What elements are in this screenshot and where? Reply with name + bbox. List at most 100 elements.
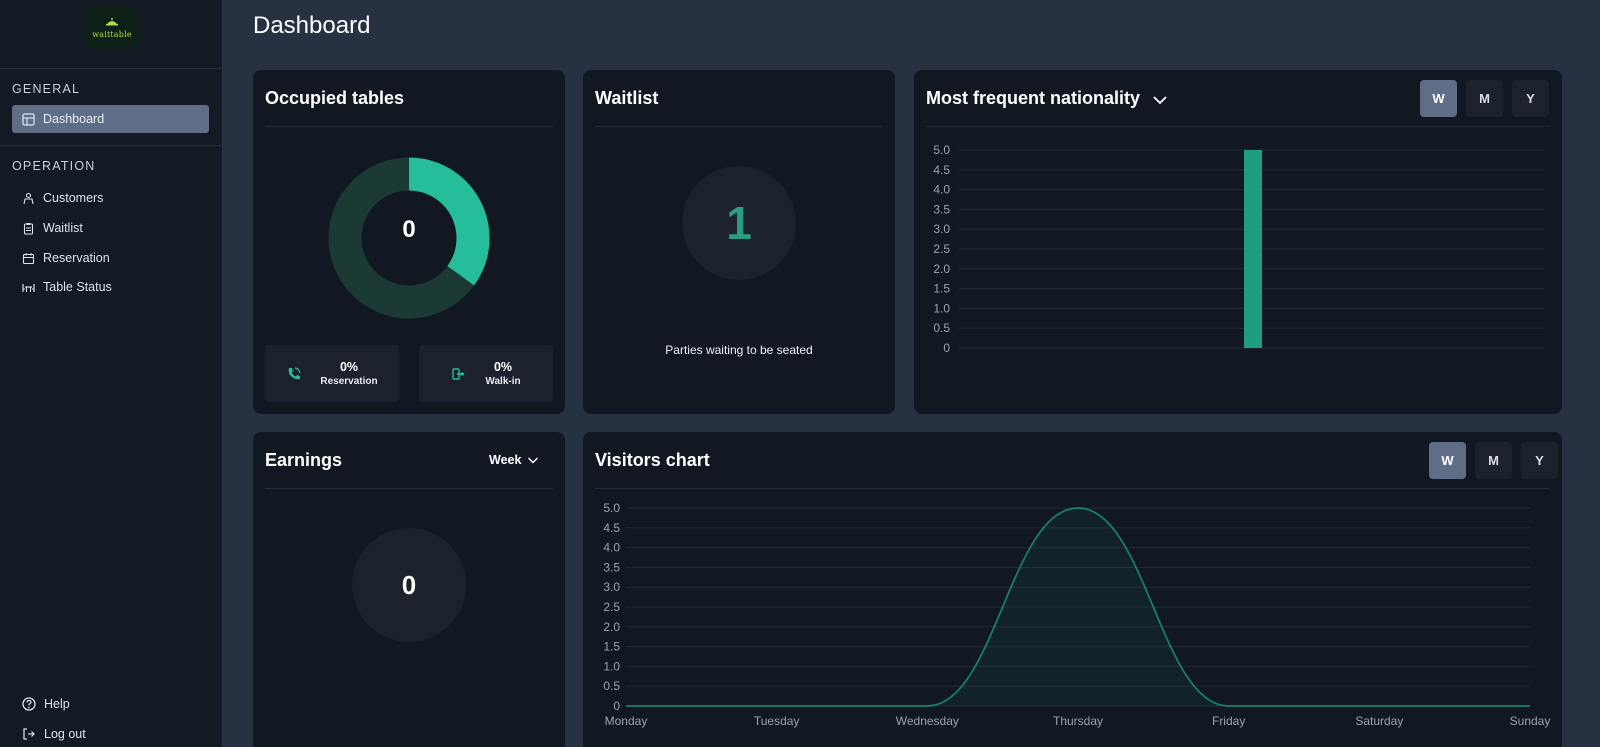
occupied-count: 0: [402, 216, 416, 243]
card-divider: [265, 488, 553, 489]
phone-icon: [289, 366, 301, 379]
logo-text: waittable: [92, 30, 132, 39]
y-tick-label: 4.5: [603, 521, 620, 535]
earnings-value: 0: [352, 528, 466, 642]
toggle-month[interactable]: M: [1466, 80, 1503, 117]
y-tick-label: 4.0: [933, 183, 950, 197]
walk-in-icon: [452, 367, 465, 380]
card-divider: [595, 126, 883, 127]
card-divider: [926, 126, 1550, 127]
period-select[interactable]: Week: [489, 453, 539, 467]
reservation-label: Reservation: [320, 376, 378, 387]
app-logo[interactable]: waittable: [86, 6, 138, 50]
nationality-card: Most frequent nationality W M Y 0 0.5 1.0 1…: [914, 70, 1562, 414]
sidebar-item-label: Table Status: [43, 280, 112, 294]
sidebar-item-dashboard[interactable]: Dashboard: [12, 105, 209, 133]
card-title: Visitors chart: [595, 450, 710, 470]
y-tick-label: 0.5: [933, 321, 950, 335]
chevron-down-icon[interactable]: [1152, 94, 1168, 106]
toggle-week[interactable]: W: [1420, 80, 1457, 117]
nationality-bar-chart: 0 0.5 1.0 1.5 2.0 2.5 3.0 3.5 4.0 4.5 5.0: [933, 143, 1544, 355]
card-title: Earnings: [265, 450, 343, 470]
customers-icon: [22, 192, 35, 205]
x-tick-label: Sunday: [1510, 714, 1551, 728]
help-link[interactable]: Help: [22, 697, 70, 711]
general-heading: GENERAL: [12, 82, 81, 96]
sidebar-item-label: Waitlist: [43, 221, 83, 235]
help-icon: [22, 697, 36, 711]
donut-segment: [328, 157, 490, 319]
occupied-donut: [328, 157, 490, 319]
y-tick-label: 2.0: [933, 262, 950, 276]
clipboard-icon: [22, 222, 35, 235]
walkin-percent: 0%: [493, 360, 513, 374]
y-tick-label: 3.5: [933, 202, 950, 216]
y-tick-label: 2.5: [603, 600, 620, 614]
sidebar-item-waitlist[interactable]: Waitlist: [12, 214, 209, 242]
y-tick-label: 4.0: [603, 541, 620, 555]
sidebar-item-customers[interactable]: Customers: [12, 184, 209, 212]
card-title: Occupied tables: [265, 88, 405, 108]
y-tick-label: 0: [943, 341, 950, 355]
toggle-year[interactable]: Y: [1521, 442, 1558, 479]
walkin-label: Walk-in: [485, 376, 521, 387]
logout-link[interactable]: Log out: [22, 727, 86, 741]
x-tick-label: Tuesday: [754, 714, 800, 728]
y-tick-label: 5.0: [603, 501, 620, 515]
reservation-percent: 0%: [339, 360, 359, 374]
series-area: [626, 508, 1530, 706]
y-tick-label: 5.0: [933, 143, 950, 157]
toggle-week[interactable]: W: [1429, 442, 1466, 479]
card-divider: [265, 126, 553, 127]
page-title: Dashboard: [253, 12, 371, 39]
card-divider: [595, 488, 1550, 489]
toggle-month[interactable]: M: [1475, 442, 1512, 479]
toggle-year[interactable]: Y: [1512, 80, 1549, 117]
visitors-card: Visitors chart W M Y 0 0.5 1.0 1.5 2.0 2.5 3.0…: [583, 432, 1562, 747]
y-tick-label: 1.0: [603, 659, 620, 673]
logout-label: Log out: [44, 727, 86, 741]
series-line: [625, 507, 1530, 707]
waitlist-count: 1: [682, 166, 796, 280]
calendar-icon: [22, 252, 35, 265]
bar: [1244, 150, 1262, 348]
chevron-down-icon: [528, 457, 539, 463]
y-tick-label: 3.0: [933, 222, 950, 236]
y-tick-label: 2.0: [603, 620, 620, 634]
y-tick-label: 1.5: [933, 282, 950, 296]
waitlist-caption: Parties waiting to be seated: [665, 343, 813, 357]
x-tick-label: Saturday: [1355, 714, 1403, 728]
x-tick-label: Monday: [605, 714, 648, 728]
occupied-tables-card: Occupied tables 0 0% Reservation 0% Walk…: [253, 70, 565, 414]
logout-icon: [23, 728, 35, 740]
sidebar-divider: [0, 145, 222, 146]
reservation-stat: 0% Reservation: [265, 345, 399, 402]
sidebar-item-label: Reservation: [43, 251, 110, 265]
y-tick-label: 3.5: [603, 560, 620, 574]
sidebar-item-table-status[interactable]: Table Status: [12, 273, 209, 301]
y-tick-label: 0.5: [603, 679, 620, 693]
waitlist-card: Waitlist 1 Parties waiting to be seated: [583, 70, 895, 414]
logo-area: waittable: [0, 0, 222, 69]
operation-heading: OPERATION: [12, 159, 96, 173]
y-tick-label: 1.5: [603, 640, 620, 654]
sidebar-item-reservation[interactable]: Reservation: [12, 244, 209, 272]
sidebar-item-label: Customers: [43, 191, 104, 205]
y-tick-label: 3.0: [603, 580, 620, 594]
y-tick-label: 0: [613, 699, 620, 713]
card-title: Waitlist: [595, 88, 659, 108]
visitors-area-chart: 0 0.5 1.0 1.5 2.0 2.5 3.0 3.5 4.0 4.5 5.0 Monday Tue…: [603, 501, 1551, 728]
y-tick-label: 2.5: [933, 242, 950, 256]
y-tick-label: 1.0: [933, 301, 950, 315]
help-label: Help: [44, 697, 70, 711]
earnings-card: Earnings Week 0: [253, 432, 565, 747]
sidebar: waittable GENERAL Dashboard OPERATION Cu…: [0, 0, 222, 747]
sidebar-item-label: Dashboard: [43, 112, 105, 126]
x-tick-label: Friday: [1212, 714, 1245, 728]
dashboard-icon: [22, 112, 35, 126]
x-tick-label: Wednesday: [896, 714, 959, 728]
card-title: Most frequent nationality: [926, 88, 1141, 108]
y-tick-label: 4.5: [933, 163, 950, 177]
x-tick-label: Thursday: [1053, 714, 1103, 728]
logo-glyph-icon: [106, 18, 118, 26]
